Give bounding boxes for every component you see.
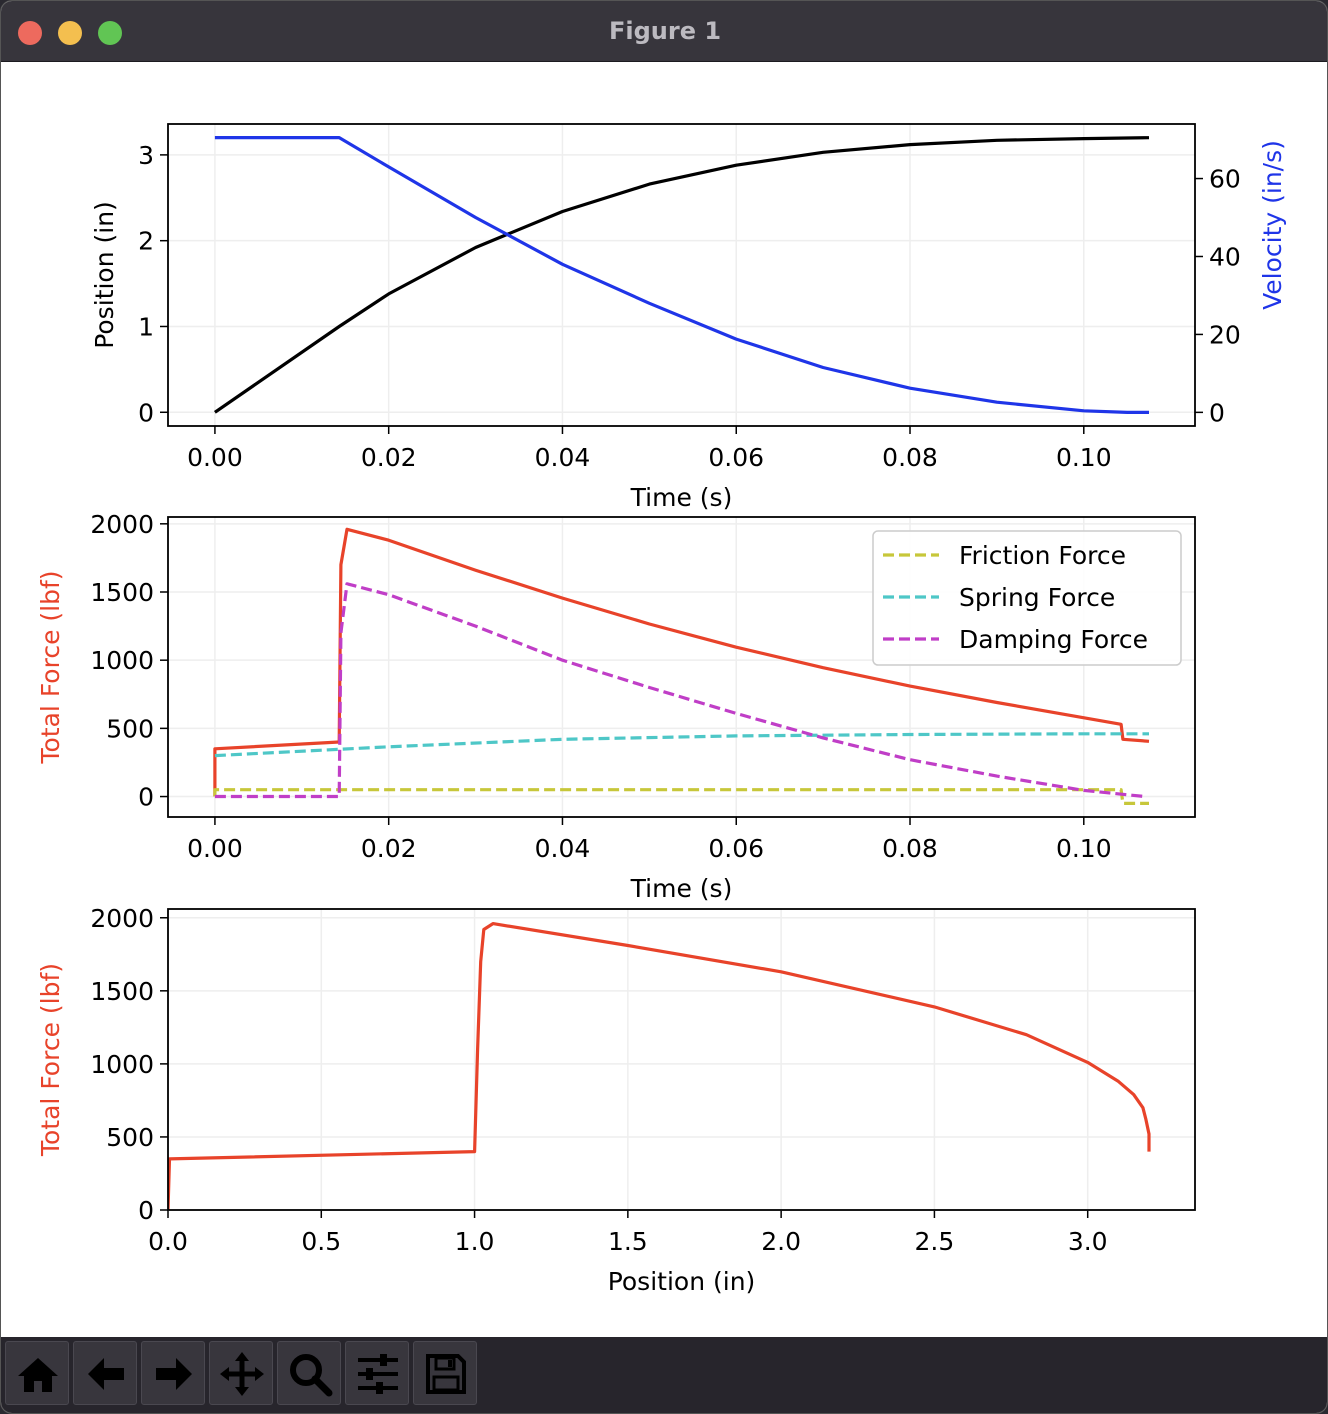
y-tick-label: 2000: [90, 904, 154, 933]
series-line-1-2: [214, 732, 1149, 758]
y-tick-label: 0: [138, 398, 154, 427]
series-line-1-0: [213, 527, 1150, 797]
x-tick-label: 0.08: [882, 834, 938, 863]
series-line-2-0: [168, 921, 1151, 1210]
zoom-button[interactable]: [277, 1341, 341, 1405]
x-axis-label: Position (in): [608, 1267, 756, 1296]
y-tick-label: 2000: [90, 510, 154, 539]
x-tick-label: 0.06: [708, 834, 764, 863]
x-tick-label: 0.00: [187, 443, 243, 472]
navigation-toolbar: [1, 1337, 1327, 1413]
x-tick-label: 1.0: [455, 1227, 495, 1256]
series-line-1-1: [213, 788, 1149, 806]
y2-axis-label: Velocity (in/s): [1258, 140, 1287, 310]
zoom-window-button[interactable]: [98, 21, 122, 45]
arrow-right-icon: [156, 1358, 192, 1390]
x-tick-label: 0.08: [882, 443, 938, 472]
y-tick-label: 2: [138, 227, 154, 256]
y-tick-label: 1500: [90, 578, 154, 607]
x-tick-label: 0.04: [535, 443, 591, 472]
axes-frame: [167, 516, 1196, 818]
y-axis-label: Total Force (lbf): [36, 963, 65, 1157]
y-tick-label: 0: [138, 1196, 154, 1225]
figure-svg: 0.00 0.02 0.04 0.06 0.08 0.1001230204060Time …: [36, 123, 1287, 1296]
x-axis-label: Time (s): [630, 874, 733, 903]
y2-tick-label: 0: [1209, 398, 1225, 427]
y-tick-label: 0: [138, 783, 154, 812]
x-tick-label: 0.02: [361, 834, 417, 863]
legend-entry: Damping Force: [959, 625, 1148, 654]
minimize-window-button[interactable]: [58, 21, 82, 45]
title-bar: Figure 1: [1, 1, 1327, 62]
pan-button[interactable]: [209, 1341, 273, 1405]
x-tick-label: 0.5: [301, 1227, 341, 1256]
x-tick-label: 0.04: [535, 834, 591, 863]
legend-box: [872, 530, 1182, 666]
home-button[interactable]: [5, 1341, 69, 1405]
x-tick-label: 3.0: [1068, 1227, 1108, 1256]
x-axis-label: Time (s): [630, 483, 733, 512]
series-line-0-0: [213, 136, 1150, 414]
y2-tick-label: 20: [1209, 320, 1241, 349]
x-tick-label: 1.5: [608, 1227, 648, 1256]
y2-tick-label: 40: [1209, 242, 1241, 271]
y-tick-label: 500: [106, 714, 154, 743]
save-button[interactable]: [413, 1341, 477, 1405]
x-tick-label: 0.00: [187, 834, 243, 863]
axes-frame: [167, 123, 1196, 427]
legend-entry: Spring Force: [959, 583, 1115, 612]
sliders-icon: [358, 1354, 398, 1394]
x-tick-label: 0.02: [361, 443, 417, 472]
series-line-1-3: [214, 582, 1145, 799]
legend-entry: Friction Force: [959, 541, 1126, 570]
y-tick-label: 3: [138, 141, 154, 170]
x-tick-label: 0.10: [1056, 834, 1112, 863]
x-tick-label: 2.5: [915, 1227, 955, 1256]
y-tick-label: 1000: [90, 646, 154, 675]
series-line-0-1: [214, 135, 1149, 414]
x-tick-label: 0.06: [708, 443, 764, 472]
y-tick-label: 1: [138, 312, 154, 341]
floppy-icon: [426, 1354, 466, 1394]
move-icon: [220, 1352, 264, 1396]
forward-button[interactable]: [141, 1341, 205, 1405]
y-axis-label: Total Force (lbf): [36, 570, 65, 764]
magnifier-icon: [290, 1354, 333, 1397]
x-tick-label: 0.0: [148, 1227, 188, 1256]
arrow-left-icon: [88, 1358, 124, 1390]
y-axis-label: Position (in): [90, 201, 119, 349]
configure-subplots-button[interactable]: [345, 1341, 409, 1405]
window-title: Figure 1: [608, 17, 722, 45]
figure-canvas[interactable]: 0.00 0.02 0.04 0.06 0.08 0.10 0 1 2 3 0 20 40 60 Time …: [1, 62, 1327, 1337]
axes-frame: [167, 908, 1196, 1211]
home-icon: [18, 1358, 58, 1392]
x-tick-label: 0.10: [1056, 443, 1112, 472]
back-button[interactable]: [73, 1341, 137, 1405]
y2-tick-label: 60: [1209, 165, 1241, 194]
y-tick-label: 500: [106, 1123, 154, 1152]
x-tick-label: 2.0: [761, 1227, 801, 1256]
y-tick-label: 1500: [90, 977, 154, 1006]
close-window-button[interactable]: [18, 21, 42, 45]
y-tick-label: 1000: [90, 1050, 154, 1079]
